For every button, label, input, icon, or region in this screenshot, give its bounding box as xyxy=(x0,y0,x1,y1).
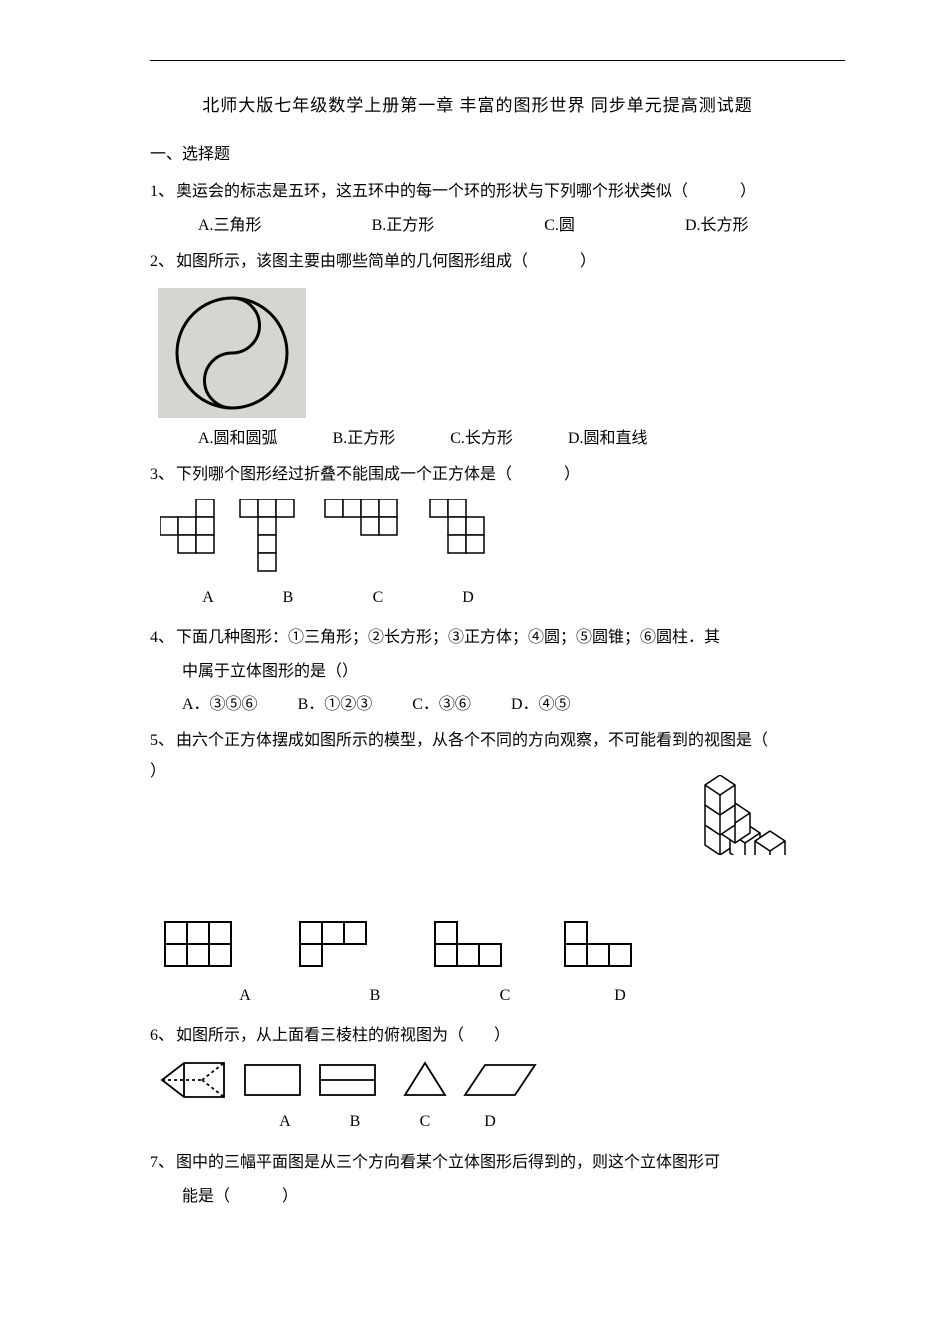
q5-spacer xyxy=(150,859,805,909)
q6-label-d: D xyxy=(460,1107,520,1137)
q5-label-c: C xyxy=(440,981,570,1011)
q3-label-b: B xyxy=(248,583,328,613)
q4-opt-c: C．③⑥ xyxy=(412,690,471,720)
cube-model-icon xyxy=(695,775,805,855)
q6-tail: ） xyxy=(494,1027,510,1044)
q3-tail: ） xyxy=(564,466,580,483)
q5-label-d: D xyxy=(570,981,670,1011)
q5-model-figure xyxy=(695,775,805,855)
q4-line1: 下面几种图形：①三角形；②长方形；③正方体；④圆；⑤圆锥；⑥圆柱．其 xyxy=(176,629,720,646)
q2-options: A.圆和圆弧 B.正方形 C.长方形 D.圆和直线 xyxy=(150,424,805,454)
question-3: 3、下列哪个图形经过折叠不能围成一个正方体是（ ） xyxy=(150,460,805,490)
q1-opt-b: B.正方形 xyxy=(372,211,435,241)
q6-num: 6、 xyxy=(150,1027,174,1044)
doc-title: 北师大版七年级数学上册第一章 丰富的图形世界 同步单元提高测试题 xyxy=(150,90,805,122)
q6-label-a: A xyxy=(250,1107,320,1137)
q6-label-b: B xyxy=(320,1107,390,1137)
q6-text: 如图所示，从上面看三棱柱的俯视图为（ xyxy=(176,1027,464,1044)
q1-opt-a: A.三角形 xyxy=(198,211,262,241)
q3-label-d: D xyxy=(428,583,508,613)
q5-tail: ） xyxy=(150,763,166,780)
q1-num: 1、 xyxy=(150,183,174,200)
question-7: 7、图中的三幅平面图是从三个方向看某个立体图形后得到的，则这个立体图形可 xyxy=(150,1148,805,1178)
q3-figures xyxy=(160,499,805,577)
taiji-icon xyxy=(168,293,296,413)
q4-opt-a: A．③⑤⑥ xyxy=(182,690,258,720)
q3-label-a: A xyxy=(168,583,248,613)
q3-labels: A B C D xyxy=(150,583,805,613)
question-2: 2、如图所示，该图主要由哪些简单的几何图形组成（ ） xyxy=(150,247,805,277)
q5-labels: A B C D xyxy=(150,981,805,1011)
q4-opt-b: B．①②③ xyxy=(298,690,373,720)
q1-text: 奥运会的标志是五环，这五环中的每一个环的形状与下列哪个形状类似（ xyxy=(176,183,688,200)
prism-views-icon xyxy=(160,1059,540,1101)
question-4: 4、下面几种图形：①三角形；②长方形；③正方体；④圆；⑤圆锥；⑥圆柱．其 xyxy=(150,623,805,653)
question-5: 5、由六个正方体摆成如图所示的模型，从各个不同的方向观察，不可能看到的视图是（ ） xyxy=(150,726,805,854)
q2-num: 2、 xyxy=(150,253,174,270)
question-6: 6、如图所示，从上面看三棱柱的俯视图为（ ） xyxy=(150,1021,805,1051)
q2-text: 如图所示，该图主要由哪些简单的几何图形组成（ xyxy=(176,253,528,270)
q5-num: 5、 xyxy=(150,732,174,749)
question-1: 1、奥运会的标志是五环，这五环中的每一个环的形状与下列哪个形状类似（ ） xyxy=(150,177,805,207)
page: 北师大版七年级数学上册第一章 丰富的图形世界 同步单元提高测试题 一、选择题 1… xyxy=(0,0,945,1337)
q1-tail: ） xyxy=(740,183,756,200)
q2-opt-c: C.长方形 xyxy=(450,424,513,454)
q7-line1: 图中的三幅平面图是从三个方向看某个立体图形后得到的，则这个立体图形可 xyxy=(176,1154,720,1171)
q3-label-c: C xyxy=(328,583,428,613)
q6-labels: A B C D xyxy=(150,1107,805,1137)
q2-figure xyxy=(158,288,306,418)
q4-line2: 中属于立体图形的是（） xyxy=(182,663,358,680)
q5-text: 由六个正方体摆成如图所示的模型，从各个不同的方向观察，不可能看到的视图是（ xyxy=(176,732,768,749)
q2-opt-a: A.圆和圆弧 xyxy=(198,424,278,454)
q7-num: 7、 xyxy=(150,1154,174,1171)
q1-opt-c: C.圆 xyxy=(544,211,575,241)
q1-opt-d: D.长方形 xyxy=(685,211,749,241)
q2-opt-b: B.正方形 xyxy=(333,424,396,454)
q5-view-figures xyxy=(160,917,805,975)
q7-tail: ） xyxy=(282,1188,298,1205)
q3-text: 下列哪个图形经过折叠不能围成一个正方体是（ xyxy=(176,466,512,483)
q6-label-c: C xyxy=(390,1107,460,1137)
q1-options: A.三角形 B.正方形 C.圆 D.长方形 xyxy=(150,211,805,241)
q6-figures xyxy=(160,1059,805,1101)
q2-tail: ） xyxy=(580,253,596,270)
q5-label-b: B xyxy=(310,981,440,1011)
cube-nets-icon xyxy=(160,499,520,577)
q7-line2: 能是（ xyxy=(182,1188,230,1205)
q4-line2-wrap: 中属于立体图形的是（） xyxy=(150,657,805,687)
q4-num: 4、 xyxy=(150,629,174,646)
views-icon xyxy=(160,917,680,975)
q4-options: A．③⑤⑥ B．①②③ C．③⑥ D．④⑤ xyxy=(150,690,805,720)
q4-opt-d: D．④⑤ xyxy=(511,690,571,720)
q7-line2-wrap: 能是（ ） xyxy=(150,1182,805,1212)
q5-label-a: A xyxy=(180,981,310,1011)
q2-opt-d: D.圆和直线 xyxy=(568,424,648,454)
q3-num: 3、 xyxy=(150,466,174,483)
section-heading: 一、选择题 xyxy=(150,140,805,170)
top-rule xyxy=(150,60,845,61)
